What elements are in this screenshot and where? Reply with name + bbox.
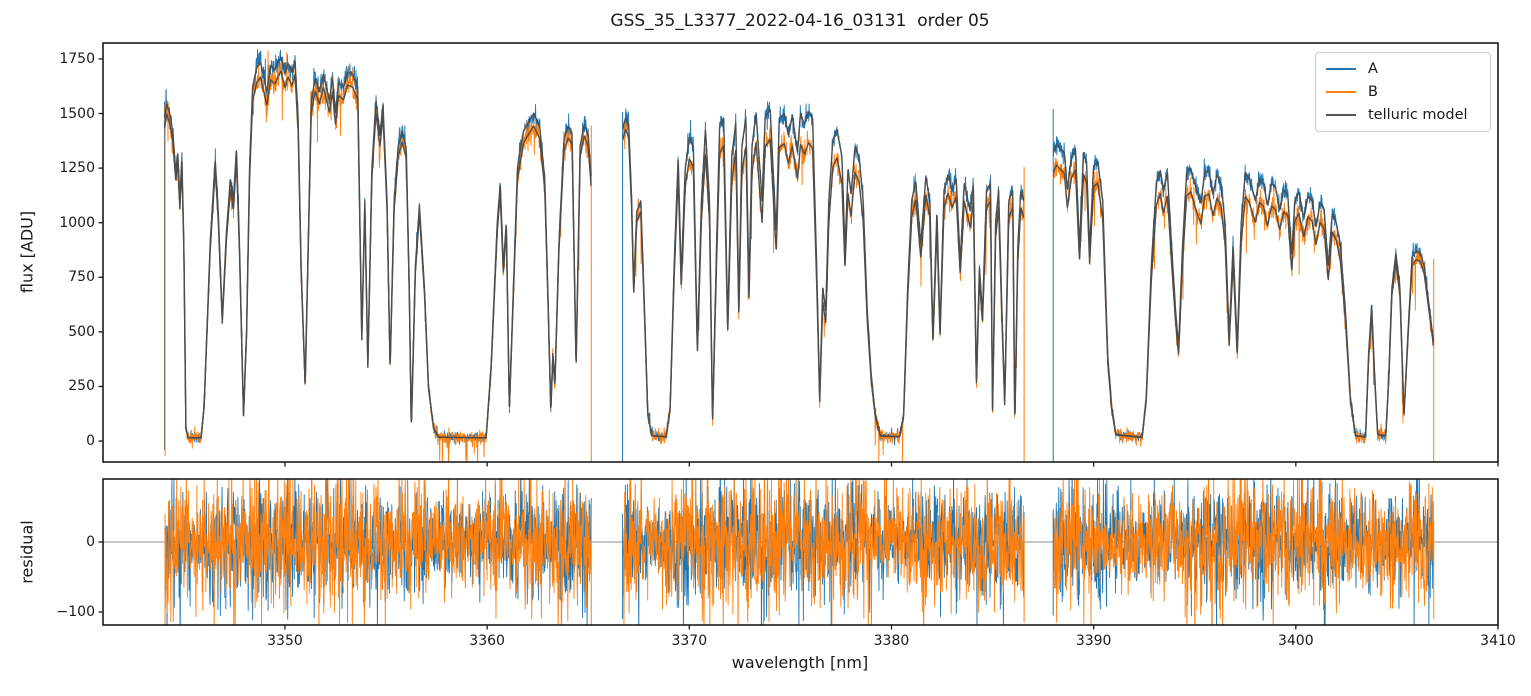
plot-title: GSS_35_L3377_2022-04-16_03131 order 05 bbox=[610, 11, 990, 31]
residual-axis-label: residual bbox=[17, 520, 37, 584]
flux-y-tick-label: 0 bbox=[86, 433, 95, 450]
wavelength-x-tick-label: 3350 bbox=[267, 633, 303, 649]
legend-entry-b: B bbox=[1326, 84, 1480, 100]
flux-y-tick-label: 1500 bbox=[59, 105, 95, 122]
legend-line-a-icon bbox=[1326, 68, 1356, 71]
legend-entry-a: A bbox=[1326, 61, 1480, 77]
flux-y-tick-label: 1750 bbox=[59, 50, 95, 67]
wavelength-x-tick-label: 3370 bbox=[671, 633, 708, 649]
wavelength-axis-label: wavelength [nm] bbox=[731, 653, 869, 672]
legend-line-b-icon bbox=[1326, 90, 1356, 93]
flux-y-tick-label: 1000 bbox=[59, 214, 95, 231]
wavelength-x-tick-label: 3360 bbox=[469, 633, 505, 649]
wavelength-x-tick-label: 3390 bbox=[1075, 633, 1112, 649]
wavelength-x-tick-label: 3380 bbox=[873, 633, 910, 649]
legend-label-a: A bbox=[1368, 61, 1378, 78]
legend: A B telluric model bbox=[1315, 52, 1491, 132]
legend-entry-telluric-model: telluric model bbox=[1326, 107, 1480, 123]
flux-y-tick-label: 250 bbox=[68, 378, 95, 395]
legend-label-telluric-model: telluric model bbox=[1368, 106, 1468, 123]
flux-y-tick-label: 500 bbox=[68, 323, 95, 340]
legend-label-b: B bbox=[1368, 83, 1378, 100]
flux-y-tick-label: 1250 bbox=[59, 160, 95, 177]
wavelength-x-tick-label: 3410 bbox=[1480, 633, 1516, 649]
flux-y-tick-label: 750 bbox=[68, 269, 95, 286]
wavelength-x-tick-label: 3400 bbox=[1277, 633, 1314, 649]
residual-y-tick-label: −100 bbox=[56, 603, 95, 620]
residual-y-tick-label: 0 bbox=[86, 533, 95, 550]
legend-line-telluric-model-icon bbox=[1326, 113, 1356, 116]
